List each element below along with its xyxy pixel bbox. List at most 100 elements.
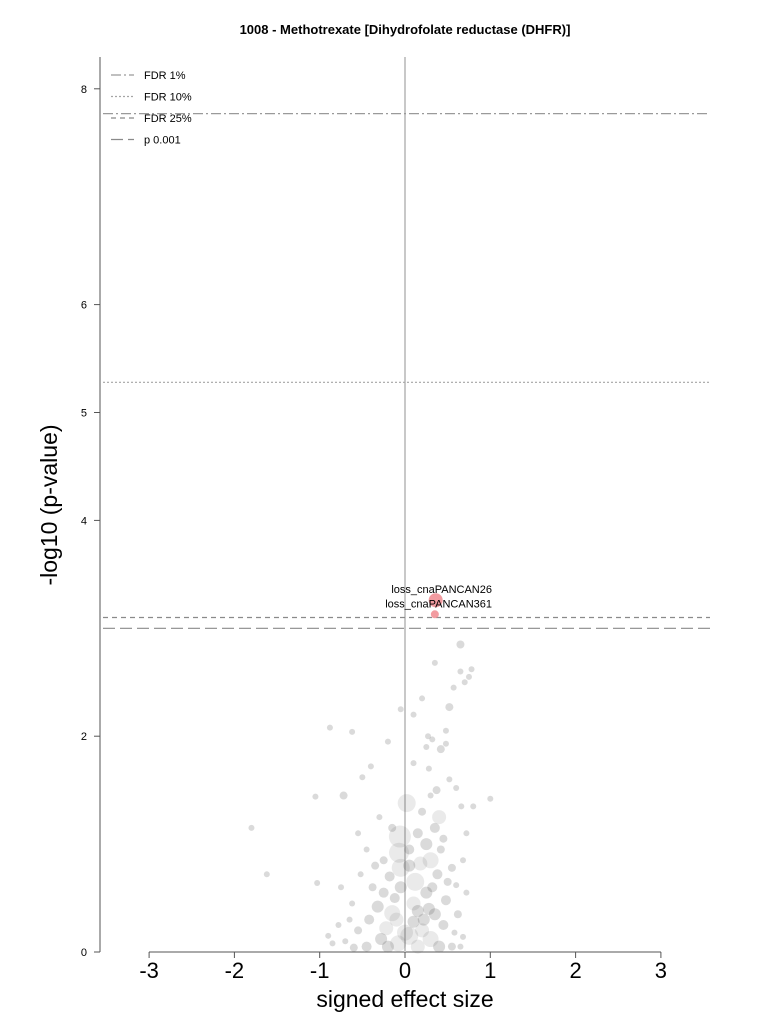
data-point <box>359 774 366 781</box>
data-point <box>425 733 432 740</box>
data-point <box>450 684 457 691</box>
data-point <box>453 882 460 889</box>
chart-title: 1008 - Methotrexate [Dihydrofolate reduc… <box>240 22 571 37</box>
data-point <box>446 776 453 783</box>
data-point <box>381 940 394 953</box>
data-point <box>335 922 342 929</box>
data-point <box>389 912 404 927</box>
highlight-label: loss_cnaPANCAN26 <box>391 584 492 596</box>
data-point <box>248 824 255 831</box>
x-tick-label: 1 <box>484 958 496 983</box>
data-point <box>418 807 427 816</box>
data-point <box>453 910 462 919</box>
data-point <box>312 793 319 800</box>
data-point <box>442 740 449 747</box>
data-point <box>432 786 441 795</box>
data-point <box>463 889 470 896</box>
data-point <box>487 795 494 802</box>
x-tick-label: -2 <box>225 958 245 983</box>
data-point <box>458 803 465 810</box>
data-point <box>453 784 460 791</box>
data-point <box>379 856 388 865</box>
data-point <box>420 838 433 851</box>
data-point <box>427 882 438 893</box>
data-point <box>423 743 430 750</box>
data-point <box>325 932 332 939</box>
x-tick-label: -1 <box>310 958 330 983</box>
data-point <box>420 886 433 899</box>
data-point <box>406 896 421 911</box>
data-point <box>397 706 404 713</box>
data-point <box>412 828 423 839</box>
data-point <box>391 858 410 877</box>
x-tick-label: 0 <box>399 958 411 983</box>
data-point <box>442 727 449 734</box>
data-point <box>432 869 443 880</box>
y-tick-label: 2 <box>81 731 87 743</box>
data-point <box>440 895 451 906</box>
data-point <box>468 666 475 673</box>
data-point <box>461 679 468 686</box>
data-point <box>363 846 370 853</box>
highlight-label: loss_cnaPANCAN361 <box>385 598 492 610</box>
data-point <box>338 884 345 891</box>
data-point <box>394 881 407 894</box>
data-point <box>403 859 416 872</box>
x-tick-label: 3 <box>655 958 667 983</box>
x-axis-label: signed effect size <box>316 986 493 1012</box>
data-point <box>349 900 356 907</box>
data-point <box>263 871 270 878</box>
data-point <box>425 765 432 772</box>
data-point <box>428 908 441 921</box>
data-point <box>384 871 395 882</box>
data-point <box>406 872 425 891</box>
y-tick-label: 0 <box>81 947 87 959</box>
y-tick-label: 6 <box>81 300 87 312</box>
data-point <box>465 673 472 680</box>
data-point <box>415 923 430 938</box>
data-point <box>429 822 440 833</box>
y-tick-label: 8 <box>81 84 87 96</box>
data-point <box>436 745 445 754</box>
data-point <box>431 659 438 666</box>
data-point <box>410 711 417 718</box>
y-tick-label: 5 <box>81 408 87 420</box>
data-point <box>376 814 383 821</box>
legend-label: FDR 25% <box>144 113 192 125</box>
data-point <box>349 943 358 952</box>
data-point <box>384 905 401 922</box>
data-point <box>422 902 435 915</box>
data-point <box>427 792 434 799</box>
legend-label: FDR 10% <box>144 92 192 104</box>
data-point <box>432 810 447 825</box>
data-point <box>457 943 464 950</box>
data-point <box>326 724 333 731</box>
data-point <box>413 856 428 871</box>
data-point <box>433 940 446 953</box>
data-point <box>388 825 411 848</box>
data-point <box>375 933 388 946</box>
y-tick-label: 4 <box>81 515 87 527</box>
data-point <box>443 877 452 886</box>
data-point <box>429 736 436 743</box>
data-point <box>460 857 467 864</box>
y-ticks: 0 2 4 5 6 8 <box>81 84 100 959</box>
data-point <box>419 695 426 702</box>
data-point <box>314 879 321 886</box>
data-point <box>411 904 424 917</box>
data-point <box>397 924 413 941</box>
data-point <box>438 920 449 931</box>
y-axis-label: -log10 (p-value) <box>36 424 62 585</box>
data-point <box>407 915 420 928</box>
x-ticks: -3 -2 -1 0 1 2 3 <box>139 952 667 983</box>
x-tick-label: -3 <box>139 958 159 983</box>
data-point <box>404 844 415 855</box>
data-point <box>339 791 348 800</box>
data-point <box>460 933 467 940</box>
data-point <box>422 931 439 948</box>
data-point <box>463 830 470 837</box>
data-point <box>470 803 477 810</box>
data-point <box>397 794 416 813</box>
data-point <box>410 760 417 767</box>
